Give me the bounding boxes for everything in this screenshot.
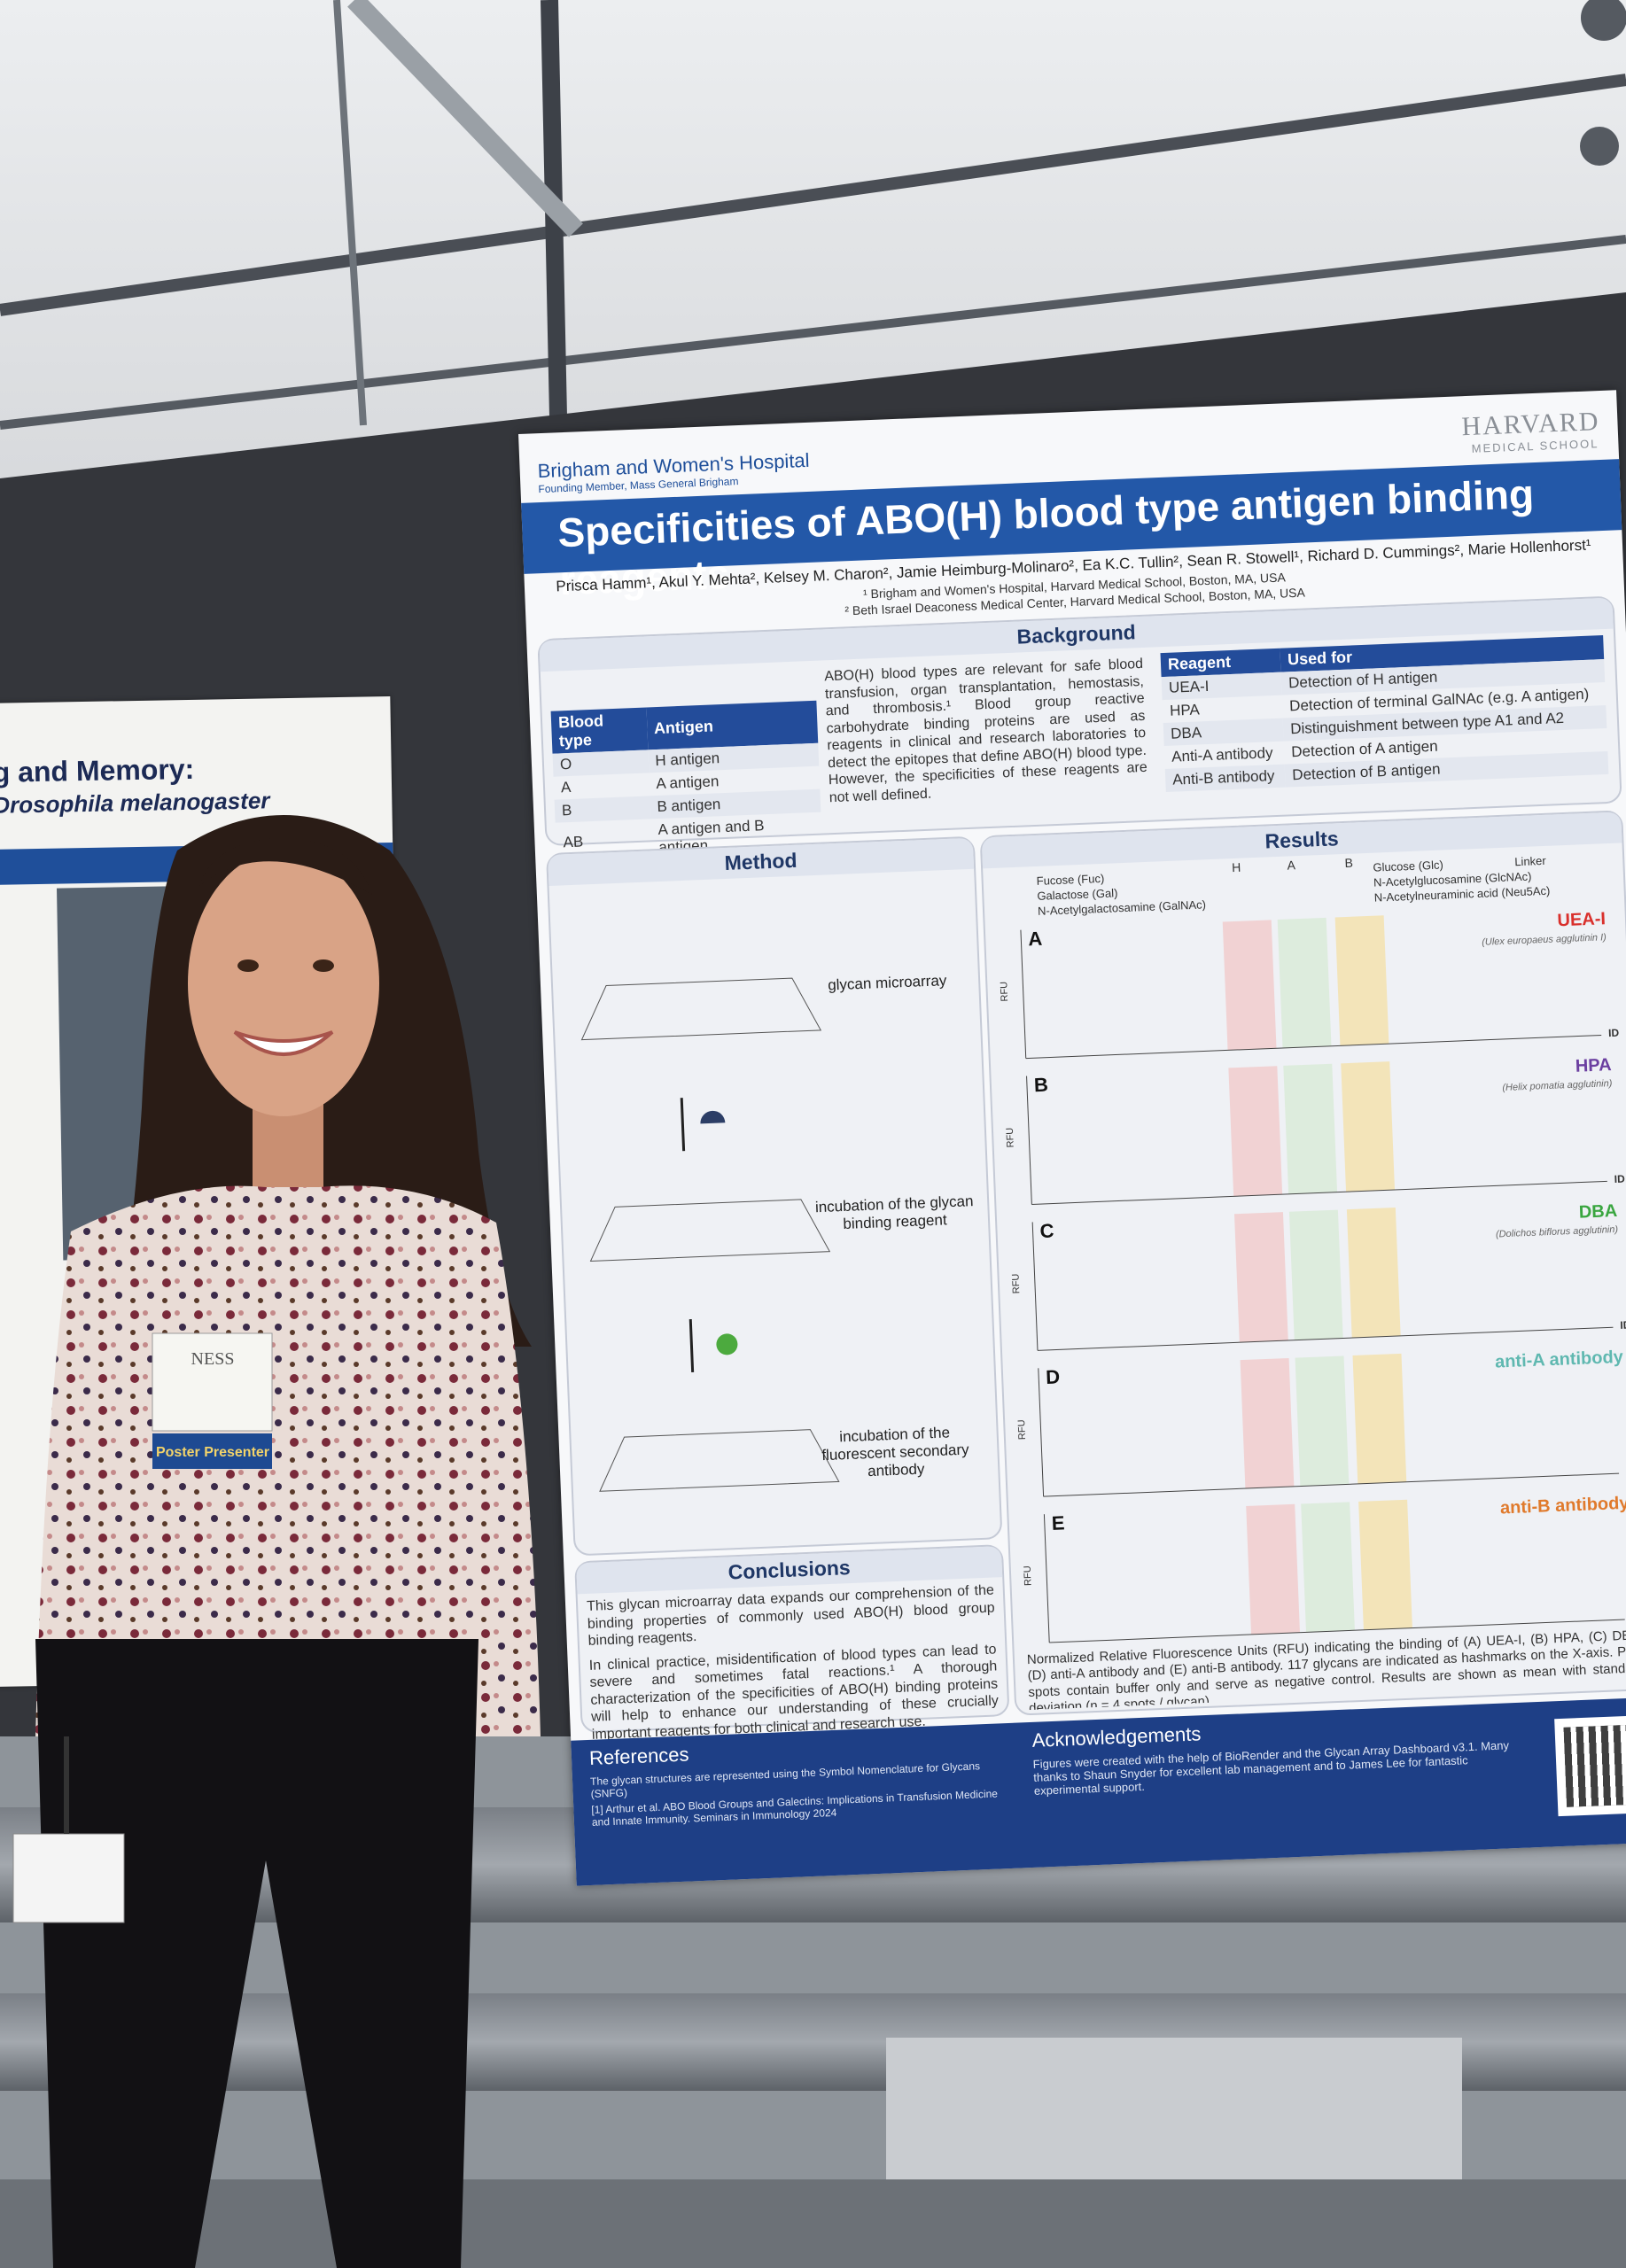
y-axis-label: RFU [1016, 1419, 1028, 1440]
antigen-band [1233, 1212, 1288, 1343]
eye [237, 959, 259, 972]
axis [1026, 1076, 1032, 1205]
axis [1038, 1368, 1045, 1497]
antigen-band [1358, 1499, 1412, 1630]
badge-org: NESS [191, 1349, 235, 1369]
axis [1049, 1619, 1625, 1643]
slide [580, 977, 822, 1041]
panel-letter: A [1028, 928, 1043, 951]
axis [1037, 1326, 1614, 1351]
results-figure: Fucose (Fuc)Galactose (Gal)N-Acetylgalac… [999, 854, 1626, 1711]
hair-fringe [199, 837, 372, 895]
axis [1043, 1472, 1620, 1497]
bracket [1581, 0, 1626, 41]
antigen-band [1334, 915, 1389, 1046]
slide [599, 1429, 840, 1492]
antigen-band [1352, 1353, 1407, 1484]
method-section: Method glycan microarray incubation of t… [546, 835, 1003, 1557]
reagent-label: UEA-I [1557, 909, 1606, 930]
antigen-band [1346, 1207, 1401, 1339]
reagent-species: (Dolichos biflorus agglutinin) [1496, 1224, 1619, 1240]
legend-entry: Galactose (Gal) [1037, 886, 1118, 903]
smile [233, 1030, 334, 1056]
pants [35, 1639, 478, 2268]
antigen-band [1301, 1502, 1355, 1633]
floor-rail [0, 2179, 1626, 2268]
reagent-label: DBA [1578, 1201, 1617, 1223]
antigen-label: H [1232, 860, 1241, 874]
y-axis-label: RFU [1005, 1127, 1016, 1147]
name-badge [152, 1332, 273, 1432]
reagent-label: HPA [1575, 1055, 1612, 1076]
x-axis-label: ID [1614, 1173, 1625, 1185]
panel-letter: C [1039, 1219, 1054, 1242]
antigen-band [1283, 1063, 1338, 1194]
window-post [333, 0, 367, 426]
legend-entry: Fucose (Fuc) [1036, 872, 1104, 888]
window-bar [0, 74, 1626, 316]
x-axis-label: ID [1608, 1027, 1620, 1039]
antigen-band [1240, 1357, 1295, 1489]
legend-entry: Linker [1514, 854, 1547, 868]
research-poster: Brigham and Women's Hospital Founding Me… [518, 390, 1626, 1886]
bracket [1580, 127, 1619, 166]
panel-letter: B [1033, 1074, 1048, 1097]
badge-role: Poster Presenter [156, 1445, 269, 1460]
axis [1031, 1180, 1607, 1205]
blouse [35, 1185, 541, 1736]
antigen-band [1246, 1503, 1300, 1635]
panel-letter: D [1046, 1365, 1061, 1388]
arrow [680, 1098, 686, 1152]
arrow [689, 1318, 695, 1373]
results-section: Results Fucose (Fuc) Galactose (Gal) N-Ace… [979, 810, 1626, 1716]
antigen-band [1228, 1066, 1283, 1197]
x-axis-label: ID [1620, 1318, 1626, 1331]
y-axis-label: RFU [1023, 1565, 1034, 1586]
axis [1025, 1034, 1602, 1060]
antigen-band [1222, 920, 1277, 1051]
antigen-band [1288, 1209, 1343, 1340]
eye [313, 959, 334, 972]
antigen-band [1295, 1355, 1350, 1487]
reagent-species: (Helix pomatia agglutinin) [1502, 1078, 1613, 1093]
axis [1020, 929, 1027, 1059]
badge-ribbon [152, 1433, 272, 1469]
lanyard-badge [12, 1833, 125, 1923]
reagent-icon [700, 1110, 726, 1124]
window-bar [0, 235, 1626, 430]
axis [1031, 1222, 1039, 1351]
antigen-label: A [1287, 858, 1296, 872]
legend-entry: N-Acetylglucosamine (GlcNAc) [1373, 870, 1532, 889]
y-axis-label: RFU [1010, 1273, 1022, 1293]
reagent-species: (Ulex europaeus agglutinin I) [1482, 932, 1607, 948]
antibody-icon [716, 1333, 738, 1355]
axis [1043, 1514, 1050, 1643]
steel-rod [347, 0, 583, 237]
antigen-band [1341, 1061, 1396, 1192]
y-axis-label: RFU [999, 982, 1010, 1002]
antigen-label: B [1344, 856, 1353, 870]
slide [589, 1199, 831, 1262]
antigen-band [1277, 917, 1332, 1048]
face [188, 850, 379, 1116]
legend-entry: Glucose (Glc) [1373, 858, 1443, 874]
method-illustration [580, 977, 840, 1492]
panel-letter: E [1051, 1511, 1065, 1534]
